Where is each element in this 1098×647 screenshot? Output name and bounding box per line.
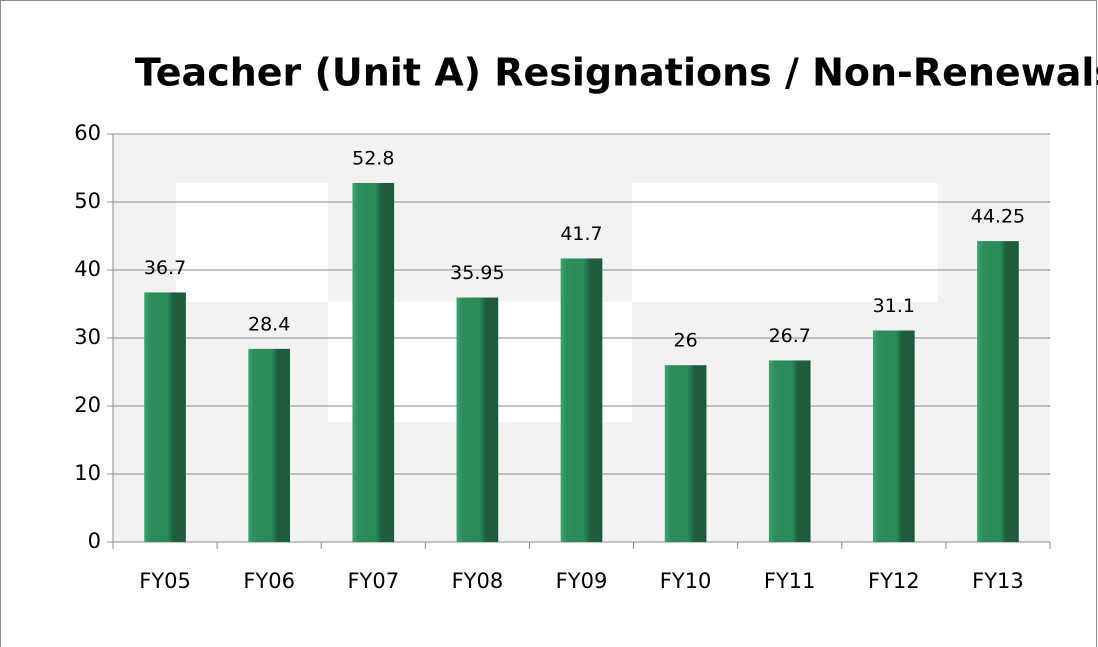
bar xyxy=(456,297,499,542)
value-label: 35.95 xyxy=(450,262,504,284)
y-tick-label: 30 xyxy=(74,325,101,349)
value-label: 28.4 xyxy=(248,313,290,335)
x-tick-label: FY09 xyxy=(556,569,608,593)
bar xyxy=(977,241,1019,542)
x-tick-label: FY07 xyxy=(347,569,399,593)
bar xyxy=(248,348,290,542)
bar xyxy=(560,258,603,542)
value-label: 26.7 xyxy=(769,325,811,347)
y-tick-label: 10 xyxy=(74,461,101,485)
bar xyxy=(352,182,395,542)
value-label: 41.7 xyxy=(560,223,602,245)
plot-patch xyxy=(176,183,328,302)
bar xyxy=(664,365,707,542)
x-tick-label: FY05 xyxy=(139,569,191,593)
value-label: 31.1 xyxy=(873,295,915,317)
value-label: 36.7 xyxy=(144,257,186,279)
value-label: 52.8 xyxy=(352,147,394,169)
y-tick-label: 0 xyxy=(88,529,101,553)
chart-title: Teacher (Unit A) Resignations / Non-Rene… xyxy=(135,51,1098,95)
x-tick-label: FY06 xyxy=(243,569,295,593)
bar xyxy=(873,330,915,542)
y-tick-label: 20 xyxy=(74,393,101,417)
x-tick-label: FY08 xyxy=(452,569,504,593)
x-tick-label: FY12 xyxy=(868,569,920,593)
value-label: 26 xyxy=(674,330,698,352)
plot-patch xyxy=(632,183,938,302)
bar xyxy=(144,292,186,542)
x-tick-label: FY13 xyxy=(972,569,1024,593)
x-tick-label: FY11 xyxy=(764,569,816,593)
value-label: 44.25 xyxy=(971,206,1025,228)
y-tick-label: 50 xyxy=(74,189,101,213)
y-tick-label: 40 xyxy=(74,257,101,281)
bar xyxy=(768,360,811,542)
y-tick-label: 60 xyxy=(74,121,101,145)
x-tick-label: FY10 xyxy=(660,569,712,593)
